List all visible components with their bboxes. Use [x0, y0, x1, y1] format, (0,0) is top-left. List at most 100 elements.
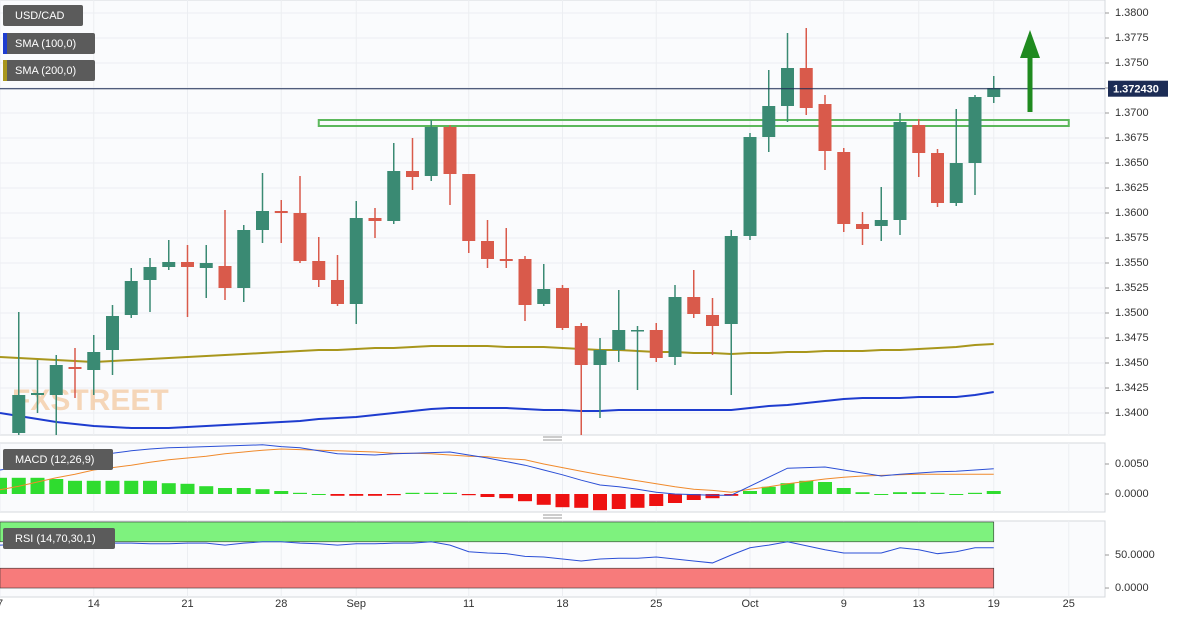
candle-body	[931, 153, 944, 203]
histogram-bar	[255, 489, 270, 494]
y-tick-label: 1.3525	[1115, 282, 1149, 294]
legend-box	[3, 5, 83, 26]
histogram-bar	[986, 491, 1001, 494]
histogram-bar	[461, 494, 476, 496]
legend-label: SMA (200,0)	[15, 65, 76, 77]
candle-body	[106, 316, 119, 350]
histogram-bar	[780, 483, 795, 494]
x-tick-label: 7	[0, 598, 3, 610]
candle-body	[312, 261, 326, 280]
rsi-band	[0, 521, 995, 543]
histogram-bar	[368, 494, 382, 496]
signal-line	[0, 448, 994, 493]
candle-body	[181, 262, 194, 267]
histogram-bar	[124, 480, 139, 494]
x-tick-label: 14	[88, 598, 100, 610]
histogram-bar	[0, 477, 7, 494]
candle-body	[593, 350, 607, 365]
x-tick-label: 13	[913, 598, 925, 610]
histogram-bar	[274, 491, 289, 494]
candle-body	[49, 365, 63, 395]
histogram-bar	[480, 494, 495, 497]
x-tick-label: Oct	[741, 598, 758, 610]
candle-body	[631, 330, 644, 332]
candle-body	[331, 280, 344, 304]
candle-body	[499, 259, 513, 261]
candle-body	[837, 152, 851, 224]
candle-body	[68, 367, 82, 369]
x-tick-label: 11	[463, 598, 474, 610]
y-tick-label: 1.3500	[1115, 307, 1149, 319]
resize-grip[interactable]	[543, 436, 562, 441]
y-tick-label: 1.3550	[1115, 257, 1149, 269]
histogram-bar	[630, 494, 645, 508]
histogram-bar	[218, 488, 232, 494]
y-tick-label: 0.0050	[1115, 458, 1149, 470]
y-tick-label: 1.3800	[1115, 7, 1149, 19]
legend-swatch	[3, 33, 7, 54]
x-tick-label: 18	[556, 598, 568, 610]
up-arrow	[1020, 30, 1040, 112]
y-tick-label: 1.3625	[1115, 182, 1149, 194]
candle-body	[574, 326, 588, 365]
candle-body	[949, 163, 963, 203]
x-tick-label: 25	[1063, 598, 1075, 610]
legend-label: SMA (100,0)	[15, 38, 76, 50]
candle-body	[274, 211, 288, 213]
histogram-bar	[893, 492, 907, 494]
candle-body	[199, 263, 213, 268]
candle-body	[368, 218, 382, 221]
candle-body	[87, 352, 101, 370]
rsi-band	[0, 567, 995, 589]
resistance-zone	[317, 119, 1070, 127]
candle-body	[387, 171, 401, 221]
legend-label: RSI (14,70,30,1)	[15, 533, 96, 545]
y-tick-label: 0.0000	[1115, 488, 1149, 500]
histogram-bar	[668, 494, 682, 503]
candle-body	[556, 288, 569, 328]
histogram-bar	[836, 488, 851, 494]
candle-body	[443, 127, 457, 174]
histogram-bar	[705, 494, 720, 499]
y-tick-label: 1.3475	[1115, 332, 1149, 344]
histogram-bar	[330, 494, 345, 496]
candle-body	[649, 330, 663, 358]
histogram-bar	[593, 494, 607, 511]
y-tick-label: 1.3425	[1115, 382, 1149, 394]
x-tick-label: 9	[841, 598, 847, 610]
candle-body	[724, 236, 738, 324]
histogram-bar	[574, 494, 589, 508]
histogram-bar	[743, 491, 757, 494]
histogram-bar	[686, 494, 701, 500]
resize-grip[interactable]	[543, 514, 562, 519]
histogram-bar	[799, 480, 814, 494]
candle-body	[912, 125, 926, 153]
candle-body	[893, 122, 907, 220]
y-tick-label: 50.0000	[1115, 549, 1155, 561]
candle-body	[781, 68, 794, 106]
y-tick-label: 1.3775	[1115, 32, 1149, 44]
histogram-bar	[555, 494, 570, 508]
histogram-bar	[86, 480, 101, 494]
histogram-bar	[386, 494, 401, 496]
y-tick-label: 1.3450	[1115, 357, 1149, 369]
legend-box	[3, 33, 95, 54]
histogram-bar	[405, 492, 420, 494]
candle-body	[237, 230, 251, 288]
legend-label: MACD (12,26,9)	[15, 454, 94, 466]
histogram-bar	[499, 494, 514, 499]
histogram-bar	[424, 492, 439, 494]
y-tick-label: 1.3700	[1115, 107, 1149, 119]
histogram-bar	[30, 477, 45, 494]
candle-body	[706, 315, 719, 326]
candle-body	[687, 297, 701, 314]
candle-body	[818, 104, 832, 151]
histogram-bar	[911, 492, 926, 494]
x-tick-label: 28	[275, 598, 287, 610]
x-tick-label: 21	[181, 598, 193, 610]
candle-body	[987, 88, 1001, 97]
histogram-bar	[236, 488, 251, 494]
histogram-bar	[855, 492, 870, 494]
macd-panel	[0, 442, 1106, 513]
